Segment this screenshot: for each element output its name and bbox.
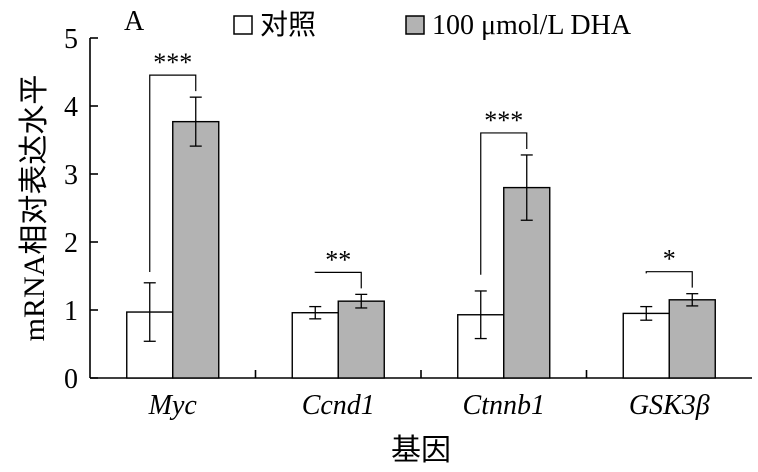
x-category-label: Myc <box>148 390 198 421</box>
x-axis: Myc Ccnd1 Ctnnb1 GSK3β <box>90 370 752 421</box>
significance-bracket <box>480 132 528 275</box>
legend-swatch-control <box>233 15 253 35</box>
y-axis: 0 1 2 3 4 5 <box>64 24 98 395</box>
bar-control <box>622 312 670 379</box>
y-axis-title: mRNA相对表达水平 <box>18 75 51 342</box>
significance-label: ** <box>325 245 351 274</box>
panel-label: A <box>124 6 145 37</box>
legend-label-control: 对照 <box>260 9 316 41</box>
y-tick-label: 1 <box>64 296 78 327</box>
significance-label: *** <box>484 106 523 135</box>
legend-label-dha: 100 μmol/L DHA <box>432 10 632 41</box>
bar-control <box>291 312 339 379</box>
x-category-label: GSK3β <box>629 390 710 421</box>
y-tick-label: 2 <box>64 228 78 259</box>
x-category-label: Ctnnb1 <box>463 390 545 421</box>
y-tick-label: 4 <box>64 92 78 123</box>
x-axis-title: 基因 <box>391 434 451 467</box>
significance-brackets: ********* <box>149 48 693 289</box>
bar-dha <box>172 120 220 379</box>
x-category-label: Ccnd1 <box>302 390 375 421</box>
y-tick-label: 5 <box>64 24 78 55</box>
y-tick-label: 3 <box>64 160 78 191</box>
significance-label: * <box>663 245 676 274</box>
significance-bracket <box>314 271 362 289</box>
significance-label: *** <box>153 48 192 77</box>
y-tick-label: 0 <box>64 364 78 395</box>
significance-bracket <box>149 74 197 273</box>
significance-bracket <box>645 271 693 288</box>
bar-dha <box>337 300 385 379</box>
legend: 对照 100 μmol/L DHA <box>233 9 632 41</box>
bar-dha <box>668 299 716 379</box>
bars <box>126 96 716 379</box>
legend-swatch-dha <box>405 15 425 35</box>
